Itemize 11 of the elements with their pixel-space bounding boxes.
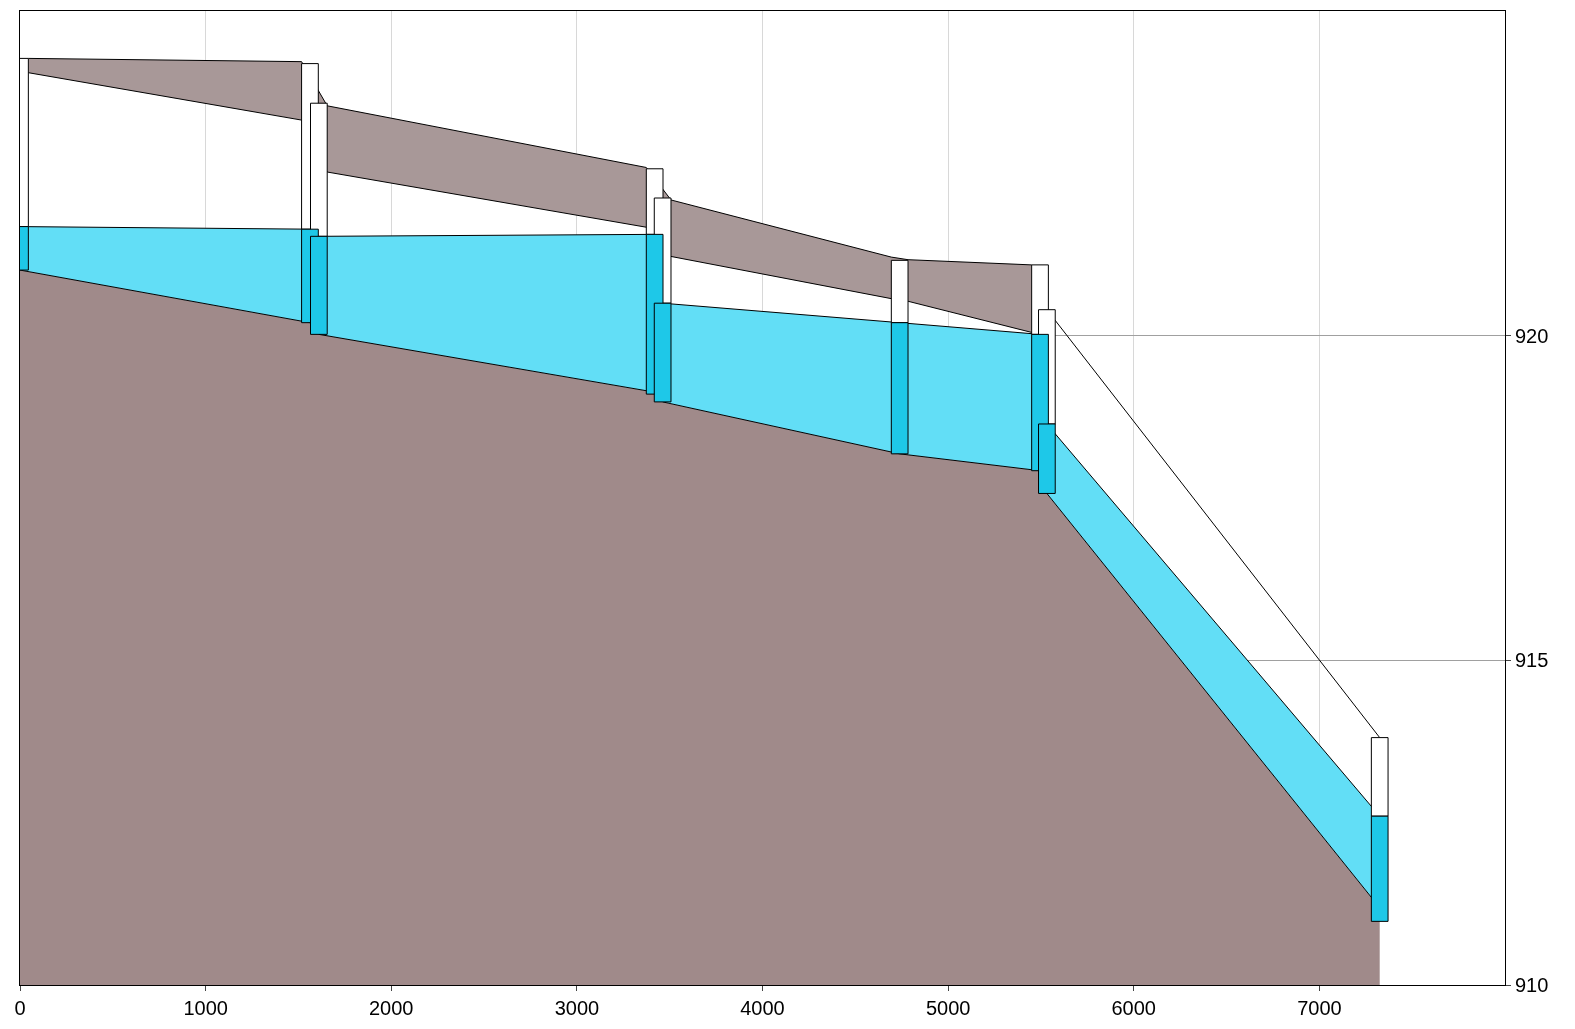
x-tick-label: 5000 <box>925 997 971 1019</box>
x-tick-label: 4000 <box>740 997 785 1019</box>
x-tick-label: 6000 <box>1111 997 1156 1019</box>
x-tick-label: 2000 <box>369 997 414 1019</box>
x-tick-label: 7000 <box>1297 997 1342 1019</box>
x-tick-label: 0 <box>14 997 26 1019</box>
y-tick-label: 910 <box>1515 974 1549 996</box>
x-tick-label: 3000 <box>554 997 600 1019</box>
y-tick-label: 915 <box>1515 649 1549 672</box>
x-tick-label: 1000 <box>183 997 228 1019</box>
y-tick-label: 920 <box>1515 324 1549 347</box>
